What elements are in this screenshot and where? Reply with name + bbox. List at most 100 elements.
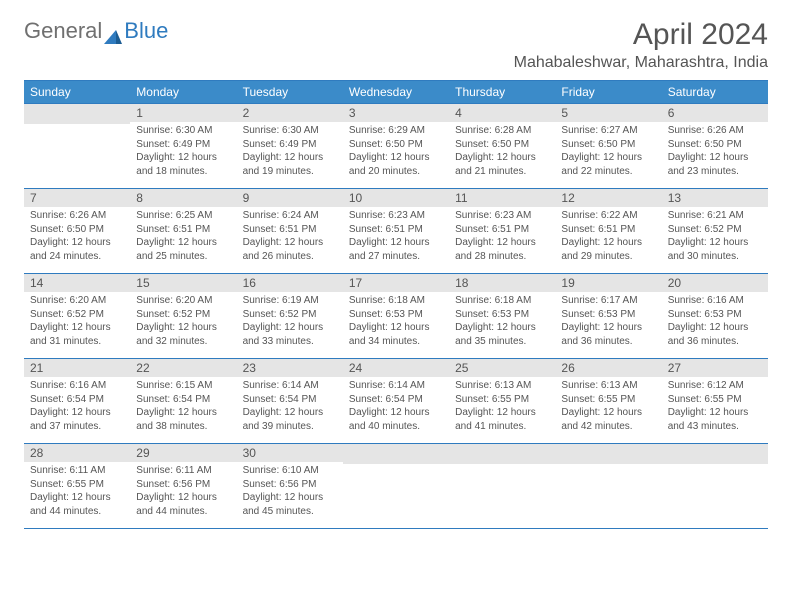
day-number: 13: [662, 189, 768, 207]
day-details: Sunrise: 6:23 AMSunset: 6:51 PMDaylight:…: [343, 207, 449, 267]
daylight-text: Daylight: 12 hours and 39 minutes.: [243, 406, 337, 433]
sunset-text: Sunset: 6:52 PM: [30, 308, 124, 322]
sunrise-text: Sunrise: 6:13 AM: [455, 379, 549, 393]
day-number: 20: [662, 274, 768, 292]
sunrise-text: Sunrise: 6:28 AM: [455, 124, 549, 138]
calendar-cell: [343, 444, 449, 529]
weekday-header: Friday: [555, 81, 661, 104]
daylight-text: Daylight: 12 hours and 45 minutes.: [243, 491, 337, 518]
sunrise-text: Sunrise: 6:26 AM: [668, 124, 762, 138]
sunrise-text: Sunrise: 6:27 AM: [561, 124, 655, 138]
sunset-text: Sunset: 6:55 PM: [30, 478, 124, 492]
calendar-week-row: 28Sunrise: 6:11 AMSunset: 6:55 PMDayligh…: [24, 444, 768, 529]
calendar-cell: 4Sunrise: 6:28 AMSunset: 6:50 PMDaylight…: [449, 104, 555, 189]
day-number: [24, 104, 130, 124]
sunset-text: Sunset: 6:53 PM: [455, 308, 549, 322]
day-number: [449, 444, 555, 464]
sunrise-text: Sunrise: 6:24 AM: [243, 209, 337, 223]
day-details: Sunrise: 6:18 AMSunset: 6:53 PMDaylight:…: [343, 292, 449, 352]
sunrise-text: Sunrise: 6:30 AM: [243, 124, 337, 138]
day-details: Sunrise: 6:22 AMSunset: 6:51 PMDaylight:…: [555, 207, 661, 267]
calendar-cell: 26Sunrise: 6:13 AMSunset: 6:55 PMDayligh…: [555, 359, 661, 444]
calendar-cell: 3Sunrise: 6:29 AMSunset: 6:50 PMDaylight…: [343, 104, 449, 189]
sunset-text: Sunset: 6:51 PM: [349, 223, 443, 237]
sunrise-text: Sunrise: 6:29 AM: [349, 124, 443, 138]
calendar-cell: 21Sunrise: 6:16 AMSunset: 6:54 PMDayligh…: [24, 359, 130, 444]
day-details: Sunrise: 6:21 AMSunset: 6:52 PMDaylight:…: [662, 207, 768, 267]
calendar-cell: 7Sunrise: 6:26 AMSunset: 6:50 PMDaylight…: [24, 189, 130, 274]
sunrise-text: Sunrise: 6:14 AM: [349, 379, 443, 393]
sunset-text: Sunset: 6:54 PM: [243, 393, 337, 407]
daylight-text: Daylight: 12 hours and 33 minutes.: [243, 321, 337, 348]
logo: General Blue: [24, 18, 168, 44]
day-number: 11: [449, 189, 555, 207]
calendar-cell: 14Sunrise: 6:20 AMSunset: 6:52 PMDayligh…: [24, 274, 130, 359]
daylight-text: Daylight: 12 hours and 41 minutes.: [455, 406, 549, 433]
sunset-text: Sunset: 6:51 PM: [455, 223, 549, 237]
calendar-cell: 15Sunrise: 6:20 AMSunset: 6:52 PMDayligh…: [130, 274, 236, 359]
weekday-header: Monday: [130, 81, 236, 104]
day-details: Sunrise: 6:28 AMSunset: 6:50 PMDaylight:…: [449, 122, 555, 182]
calendar-cell: 28Sunrise: 6:11 AMSunset: 6:55 PMDayligh…: [24, 444, 130, 529]
logo-text-blue: Blue: [124, 18, 168, 44]
sunrise-text: Sunrise: 6:26 AM: [30, 209, 124, 223]
day-number: 14: [24, 274, 130, 292]
calendar-cell: 9Sunrise: 6:24 AMSunset: 6:51 PMDaylight…: [237, 189, 343, 274]
calendar-cell: 25 Sunrise: 6:13 AMSunset: 6:55 PMDayligh…: [449, 359, 555, 444]
day-details: Sunrise: 6:30 AMSunset: 6:49 PMDaylight:…: [130, 122, 236, 182]
day-number: [662, 444, 768, 464]
sunrise-text: Sunrise: 6:23 AM: [455, 209, 549, 223]
calendar-cell: [555, 444, 661, 529]
calendar-cell: 18Sunrise: 6:18 AMSunset: 6:53 PMDayligh…: [449, 274, 555, 359]
daylight-text: Daylight: 12 hours and 30 minutes.: [668, 236, 762, 263]
calendar-week-row: 21Sunrise: 6:16 AMSunset: 6:54 PMDayligh…: [24, 359, 768, 444]
day-details: Sunrise: 6:18 AMSunset: 6:53 PMDaylight:…: [449, 292, 555, 352]
calendar-week-row: 1Sunrise: 6:30 AMSunset: 6:49 PMDaylight…: [24, 104, 768, 189]
day-details: Sunrise: 6:15 AMSunset: 6:54 PMDaylight:…: [130, 377, 236, 437]
daylight-text: Daylight: 12 hours and 44 minutes.: [136, 491, 230, 518]
sunrise-text: Sunrise: 6:17 AM: [561, 294, 655, 308]
day-number: 22: [130, 359, 236, 377]
sunrise-text: Sunrise: 6:20 AM: [136, 294, 230, 308]
sunset-text: Sunset: 6:49 PM: [136, 138, 230, 152]
day-details: Sunrise: 6:14 AMSunset: 6:54 PMDaylight:…: [343, 377, 449, 437]
daylight-text: Daylight: 12 hours and 19 minutes.: [243, 151, 337, 178]
day-number: 26: [555, 359, 661, 377]
daylight-text: Daylight: 12 hours and 22 minutes.: [561, 151, 655, 178]
day-number: 29: [130, 444, 236, 462]
daylight-text: Daylight: 12 hours and 43 minutes.: [668, 406, 762, 433]
daylight-text: Daylight: 12 hours and 42 minutes.: [561, 406, 655, 433]
day-details: Sunrise: 6:23 AMSunset: 6:51 PMDaylight:…: [449, 207, 555, 267]
day-details: Sunrise: 6:16 AMSunset: 6:53 PMDaylight:…: [662, 292, 768, 352]
calendar-cell: [449, 444, 555, 529]
day-details: Sunrise: 6:17 AMSunset: 6:53 PMDaylight:…: [555, 292, 661, 352]
daylight-text: Daylight: 12 hours and 36 minutes.: [561, 321, 655, 348]
sunset-text: Sunset: 6:55 PM: [455, 393, 549, 407]
sunrise-text: Sunrise: 6:25 AM: [136, 209, 230, 223]
day-details: Sunrise: 6:12 AMSunset: 6:55 PMDaylight:…: [662, 377, 768, 437]
calendar-cell: 30Sunrise: 6:10 AMSunset: 6:56 PMDayligh…: [237, 444, 343, 529]
calendar-cell: 1Sunrise: 6:30 AMSunset: 6:49 PMDaylight…: [130, 104, 236, 189]
day-number: 4: [449, 104, 555, 122]
calendar-cell: 2Sunrise: 6:30 AMSunset: 6:49 PMDaylight…: [237, 104, 343, 189]
sunrise-text: Sunrise: 6:21 AM: [668, 209, 762, 223]
day-details: Sunrise: 6:16 AMSunset: 6:54 PMDaylight:…: [24, 377, 130, 437]
daylight-text: Daylight: 12 hours and 34 minutes.: [349, 321, 443, 348]
day-number: 25: [449, 359, 555, 377]
day-details: Sunrise: 6:13 AMSunset: 6:55 PMDaylight:…: [555, 377, 661, 437]
sunset-text: Sunset: 6:50 PM: [561, 138, 655, 152]
sunset-text: Sunset: 6:53 PM: [349, 308, 443, 322]
logo-text-general: General: [24, 18, 102, 44]
day-number: [555, 444, 661, 464]
day-number: 24: [343, 359, 449, 377]
calendar-cell: 23Sunrise: 6:14 AMSunset: 6:54 PMDayligh…: [237, 359, 343, 444]
day-number: [343, 444, 449, 464]
weekday-header: Sunday: [24, 81, 130, 104]
calendar-cell: 19Sunrise: 6:17 AMSunset: 6:53 PMDayligh…: [555, 274, 661, 359]
sunrise-text: Sunrise: 6:12 AM: [668, 379, 762, 393]
daylight-text: Daylight: 12 hours and 29 minutes.: [561, 236, 655, 263]
calendar-cell: 13Sunrise: 6:21 AMSunset: 6:52 PMDayligh…: [662, 189, 768, 274]
daylight-text: Daylight: 12 hours and 27 minutes.: [349, 236, 443, 263]
calendar-week-row: 7Sunrise: 6:26 AMSunset: 6:50 PMDaylight…: [24, 189, 768, 274]
day-details: Sunrise: 6:20 AMSunset: 6:52 PMDaylight:…: [130, 292, 236, 352]
